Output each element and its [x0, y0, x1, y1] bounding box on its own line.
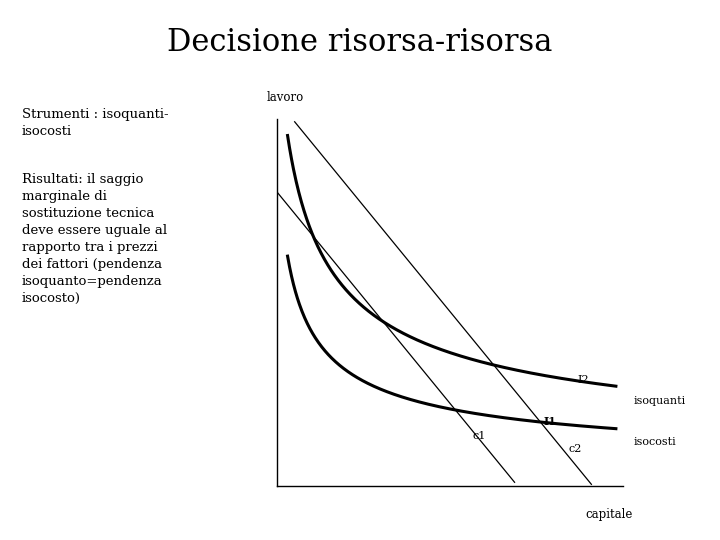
Text: c2: c2 [569, 444, 582, 454]
Text: isocosti: isocosti [633, 437, 676, 447]
Text: lavoro: lavoro [267, 91, 304, 104]
Text: capitale: capitale [586, 508, 633, 521]
Text: I2: I2 [578, 375, 590, 385]
Text: I1: I1 [544, 416, 556, 427]
Text: Strumenti : isoquanti-
isocosti: Strumenti : isoquanti- isocosti [22, 108, 168, 138]
Text: isoquanti: isoquanti [633, 396, 685, 406]
Text: c1: c1 [473, 431, 486, 441]
Text: Decisione risorsa-risorsa: Decisione risorsa-risorsa [167, 27, 553, 58]
Text: Risultati: il saggio
marginale di
sostituzione tecnica
deve essere uguale al
rap: Risultati: il saggio marginale di sostit… [22, 173, 167, 305]
